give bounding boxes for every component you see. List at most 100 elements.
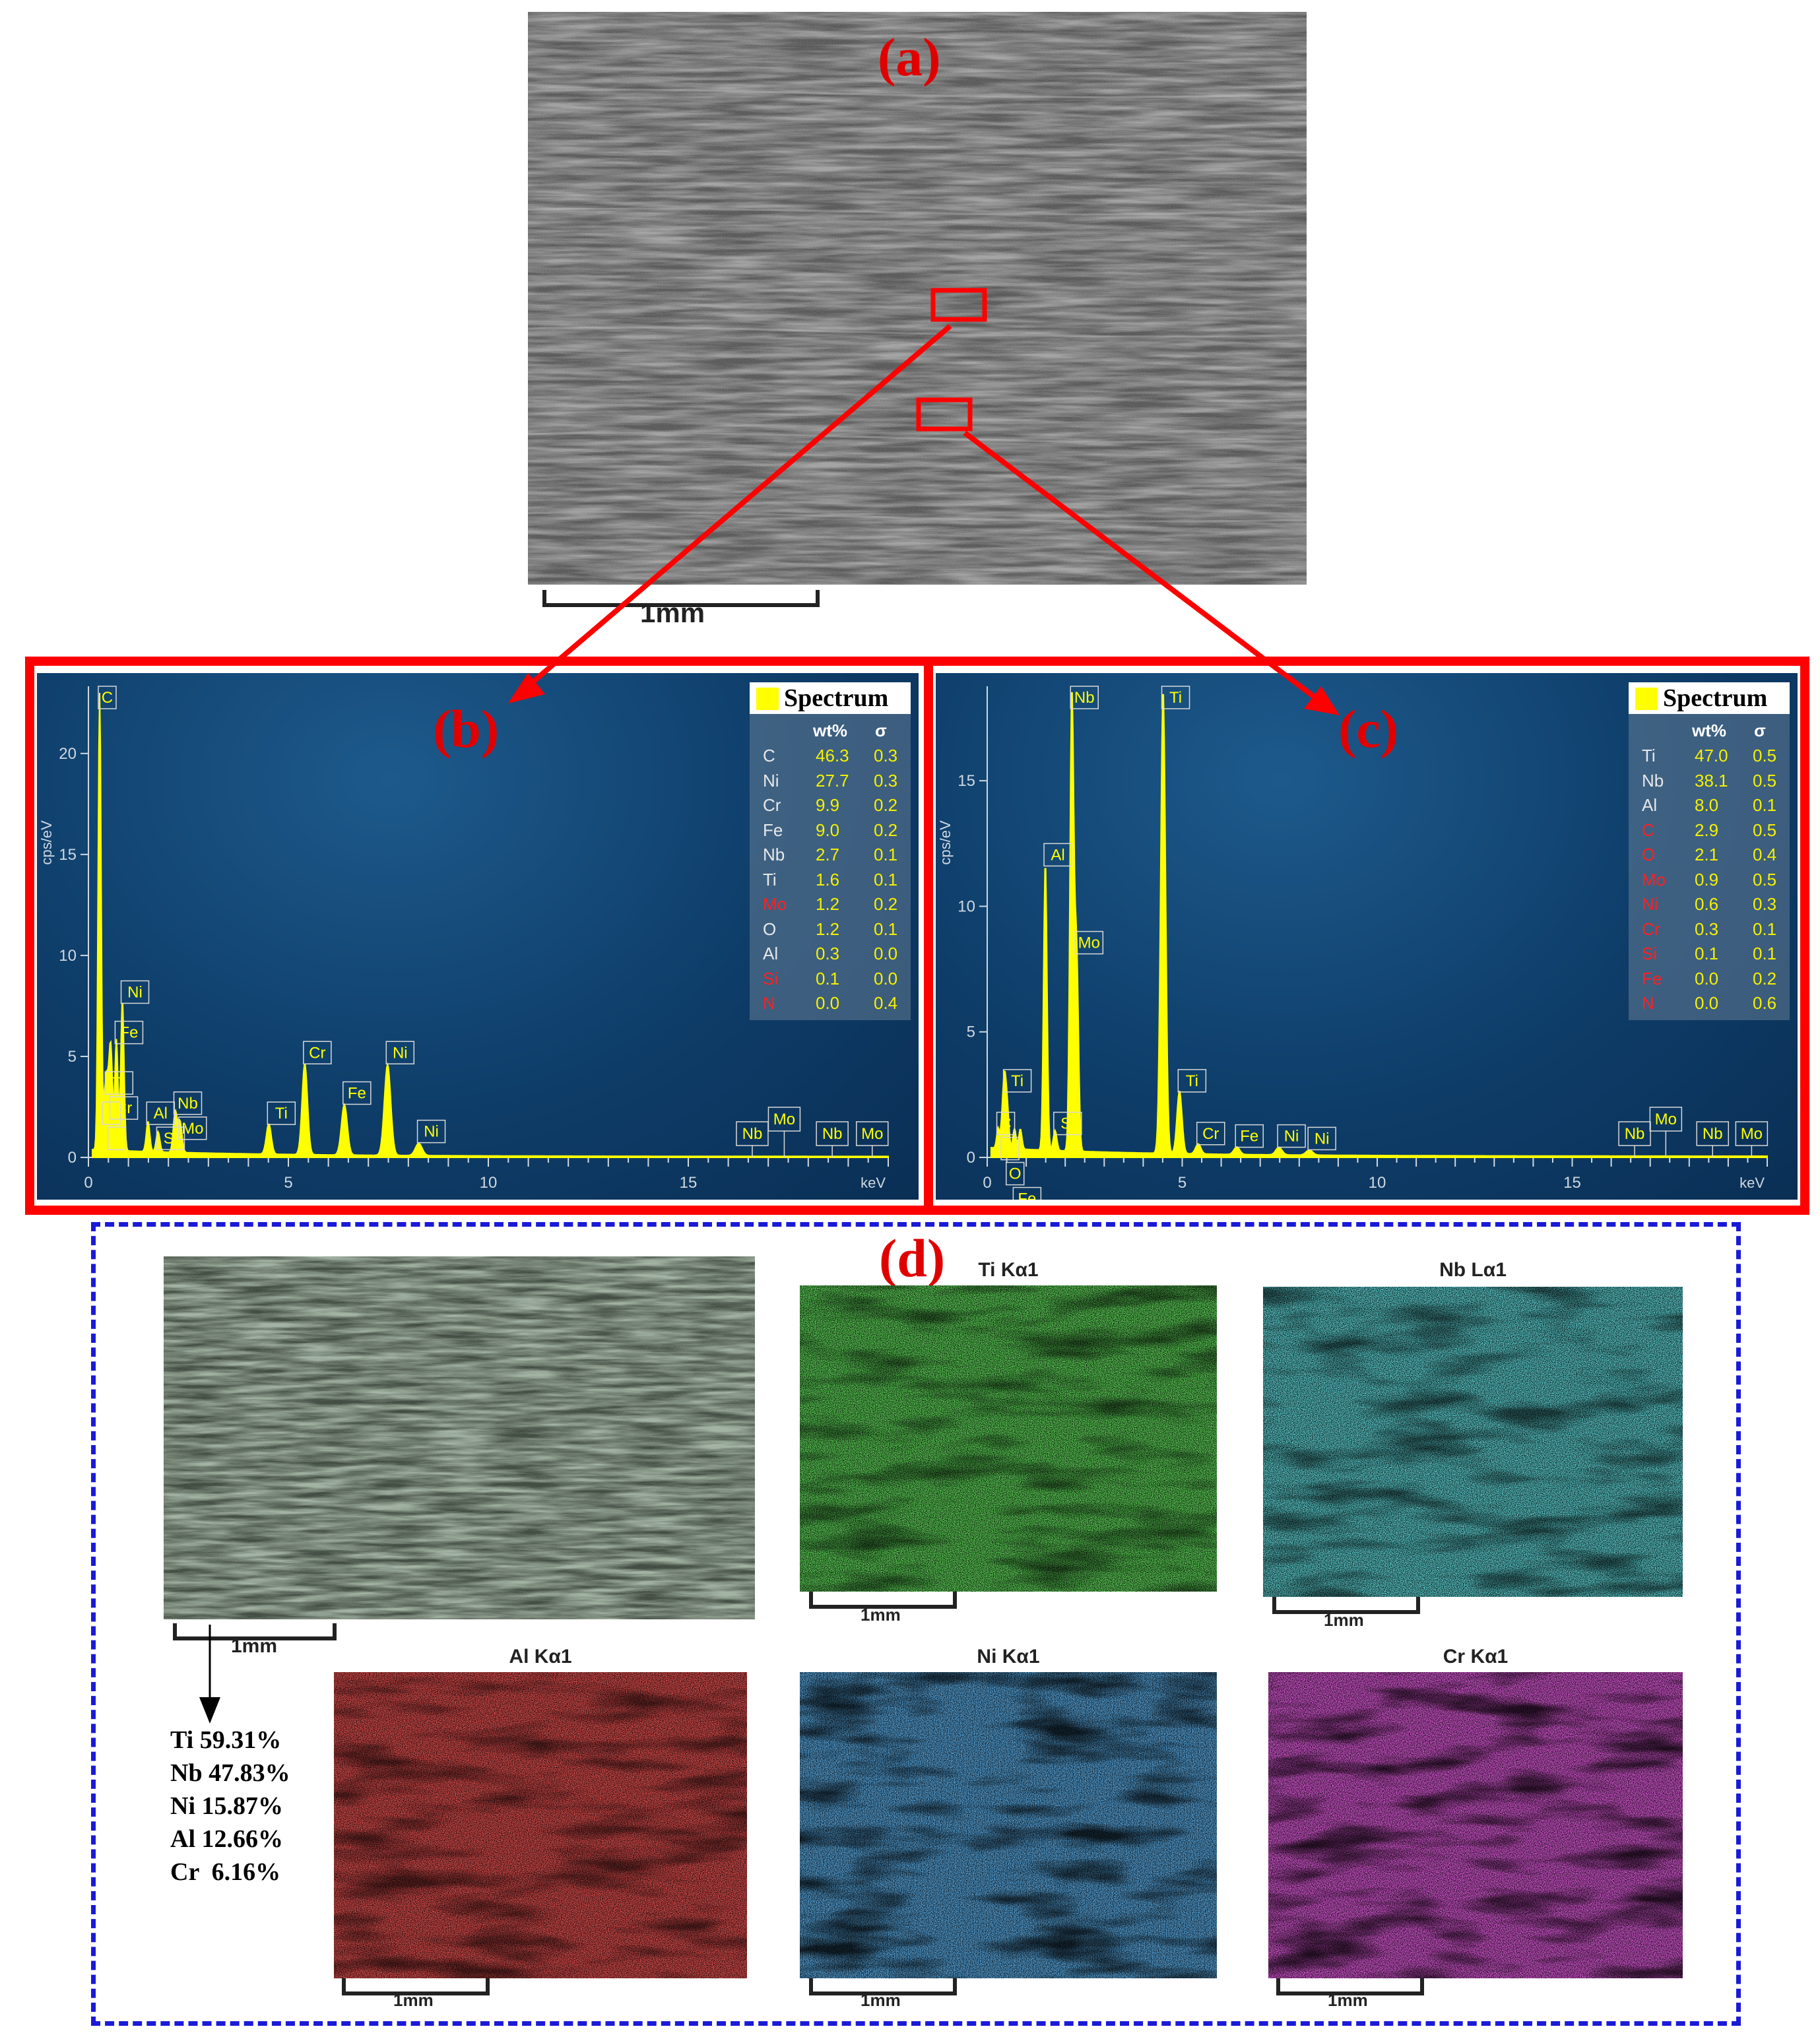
map-title-nb: Nb Lα1	[1439, 1259, 1507, 1281]
composition-nb: Nb 47.83%	[170, 1759, 290, 1787]
peak-label-box	[303, 1041, 332, 1065]
legend-element: Mo	[763, 894, 787, 914]
legend-wt: 1.6	[816, 869, 840, 890]
peak-label-box	[114, 1020, 144, 1045]
legend-sigma: 0.2	[874, 894, 898, 914]
peak-label: Cr	[1202, 1125, 1219, 1143]
legend-header-b: Spectrum	[750, 682, 911, 714]
legend-sigma: 0.1	[1753, 795, 1777, 815]
marker-label: Mo	[1655, 1111, 1677, 1128]
peak-label-box	[98, 686, 117, 709]
y-tick-label: 10	[59, 947, 77, 965]
map-title-cr: Cr Kα1	[1443, 1646, 1509, 1667]
x-tick-label: 5	[1178, 1174, 1186, 1192]
map-texture-al	[334, 1672, 747, 1978]
x-tick-label: 15	[1563, 1174, 1581, 1192]
map-title-ni: Ni Kα1	[977, 1646, 1040, 1667]
peak-label: C	[1000, 1115, 1011, 1133]
map-texture-nb	[1263, 1287, 1683, 1597]
peak-label-box	[267, 1101, 296, 1125]
peak-label: Ti	[1169, 689, 1182, 707]
y-tick-label: 0	[68, 1149, 77, 1167]
peak-label: Ni	[1284, 1128, 1299, 1146]
peak-label: N	[1004, 1140, 1016, 1158]
legend-element: Al	[1642, 795, 1658, 815]
peak-label: Nb	[1074, 689, 1095, 707]
legend-sigma: 0.5	[1753, 820, 1777, 840]
legend-element: O	[763, 919, 777, 939]
legend-element: Si	[763, 968, 779, 988]
scale-label-al: 1mm	[393, 1990, 434, 2010]
legend-col-sigma: σ	[875, 721, 887, 740]
scale-bar-d	[173, 1623, 337, 1640]
legend-sigma: 0.1	[1753, 944, 1777, 963]
legend-element: Ti	[1642, 746, 1656, 765]
peak-label-box	[416, 1119, 446, 1144]
peak-label: Nb	[178, 1095, 198, 1113]
legend-wt: 0.0	[816, 993, 840, 1013]
panel-label-c: (c)	[1338, 699, 1399, 759]
y-tick-label: 15	[958, 772, 975, 790]
element-map-ni	[800, 1672, 1217, 1978]
marker-label: Mo	[773, 1111, 795, 1128]
legend-sigma: 0.3	[1753, 894, 1777, 914]
y-tick-label: 10	[958, 897, 975, 915]
x-tick-label: 15	[680, 1174, 698, 1192]
mapping-frame-d	[91, 1222, 1741, 2026]
legend-swatch-c	[1635, 688, 1658, 710]
scale-bar-al	[342, 1978, 490, 1995]
legend-sigma: 0.1	[874, 869, 898, 890]
peak-label-box	[996, 1111, 1016, 1136]
sem-image-a: (a)	[528, 12, 1307, 585]
marker-label: Mo	[1741, 1125, 1763, 1143]
marker-label: Nb	[742, 1125, 763, 1143]
legend-element: Ni	[1642, 894, 1658, 914]
scale-label-nb: 1mm	[1324, 1610, 1364, 1630]
y-tick-label: 15	[59, 846, 77, 864]
element-map-al	[334, 1672, 747, 1978]
scale-label-a: 1mm	[640, 597, 705, 628]
peak-label-box	[1307, 1126, 1336, 1151]
legend-sigma: 0.2	[1753, 968, 1777, 988]
legend-element: O	[1642, 845, 1656, 864]
composition-list: Ti 59.31% Nb 47.83% Ni 15.87% Al 12.66% …	[170, 1724, 290, 1889]
spectrum-chart-b: 0 5 10 1505101520keVcps/eVCNTiOCrFeNiAlSiNb…	[38, 686, 889, 1192]
legend-c: Spectrum wt% σ Ti 47.0 0.5 Nb 38.1 0.5 Al 8.0 0.…	[1629, 682, 1790, 1020]
legend-title-b: Spectrum	[784, 684, 889, 712]
legend-element: Fe	[763, 820, 783, 840]
legend-element: C	[763, 746, 775, 765]
legend-sigma: 0.1	[1753, 919, 1777, 939]
scale-label-cr: 1mm	[1328, 1990, 1368, 2010]
x-tick-label: 0	[84, 1174, 92, 1192]
peak-label: Al	[1051, 846, 1064, 864]
peak-label-box	[1012, 1186, 1042, 1200]
peak-label-box	[1277, 1124, 1306, 1148]
panel-label-d: (d)	[879, 1228, 946, 1288]
peak-label: C	[102, 689, 113, 707]
legend-wt: 0.0	[1695, 993, 1719, 1013]
peak-label: Ni	[127, 983, 143, 1001]
peak-label: Fe	[119, 1024, 138, 1042]
legend-sigma: 0.5	[1753, 746, 1777, 765]
scale-label-ti: 1mm	[861, 1605, 901, 1625]
peak-label-box	[1000, 1136, 1020, 1161]
legend-wt: 0.3	[816, 944, 840, 963]
legend-wt: 0.3	[1695, 919, 1719, 939]
map-title-al: Al Kα1	[509, 1646, 572, 1667]
x-tick-label: 5	[284, 1174, 292, 1192]
peak-label: O	[111, 1130, 123, 1148]
scale-bar-ni	[809, 1978, 957, 1995]
peak-label: Ni	[1315, 1130, 1330, 1148]
scale-label-ni: 1mm	[861, 1990, 901, 2010]
peak-label-box	[1002, 1069, 1032, 1093]
peak-label-box	[1177, 1069, 1207, 1093]
peak-label: Mo	[1078, 934, 1100, 952]
legend-col-wt: wt%	[1692, 721, 1726, 740]
legend-col-wt: wt%	[813, 721, 847, 740]
peak-label: Cr	[115, 1099, 132, 1117]
legend-header-c: Spectrum	[1629, 682, 1790, 714]
y-tick-label: 20	[59, 745, 77, 763]
legend-wt: 0.0	[1695, 968, 1719, 988]
legend-sigma: 0.1	[874, 919, 898, 939]
peak-label: Fe	[348, 1084, 366, 1102]
